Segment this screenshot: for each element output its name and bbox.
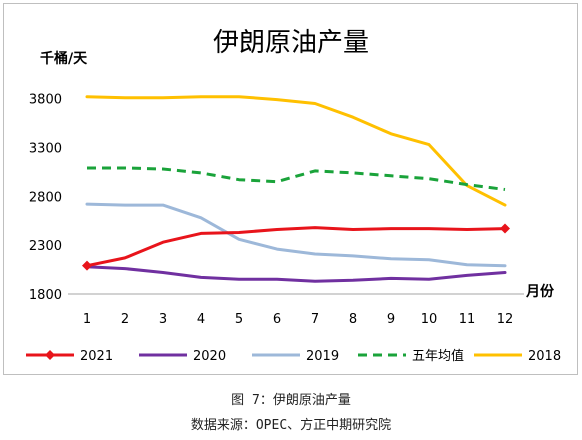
source-caption: 数据来源：OPEC、方正中期研究院 <box>190 418 392 433</box>
x-tick-label: 2 <box>121 312 129 327</box>
series-line-2 <box>85 265 507 283</box>
x-tick-label: 10 <box>421 312 438 327</box>
series-marker <box>500 223 510 234</box>
legend-label: 2021 <box>80 349 113 364</box>
y-tick-label: 2300 <box>29 239 62 254</box>
chart-title: 伊朗原油产量 <box>213 28 369 58</box>
x-tick-label: 11 <box>459 312 476 327</box>
series-marker <box>82 260 92 271</box>
x-tick-label: 6 <box>273 312 281 327</box>
series-line-1 <box>85 226 507 268</box>
x-tick-label: 8 <box>349 312 357 327</box>
legend-marker <box>45 350 55 360</box>
y-tick-label: 2800 <box>29 190 62 205</box>
y-tick-label: 3800 <box>29 93 62 108</box>
y-axis-label: 千桶/天 <box>40 50 88 67</box>
series-line-4 <box>87 166 506 191</box>
legend-label: 五年均值 <box>412 348 464 364</box>
y-tick-label: 3300 <box>29 141 62 156</box>
x-axis-label: 月份 <box>525 283 555 300</box>
figure-caption: 图 7：伊朗原油产量 <box>231 393 351 408</box>
series-line-3 <box>85 202 507 268</box>
x-tick-label: 12 <box>497 312 514 327</box>
legend-label: 2018 <box>528 349 561 364</box>
x-tick-label: 7 <box>311 312 319 327</box>
x-tick-label: 9 <box>387 312 395 327</box>
legend-label: 2019 <box>306 349 339 364</box>
y-tick-label: 1800 <box>29 288 62 303</box>
x-tick-label: 1 <box>83 312 91 327</box>
series-line-5 <box>85 95 507 207</box>
x-tick-label: 5 <box>235 312 243 327</box>
legend-label: 2020 <box>193 349 226 364</box>
x-tick-label: 4 <box>197 312 205 327</box>
x-tick-label: 3 <box>159 312 167 327</box>
